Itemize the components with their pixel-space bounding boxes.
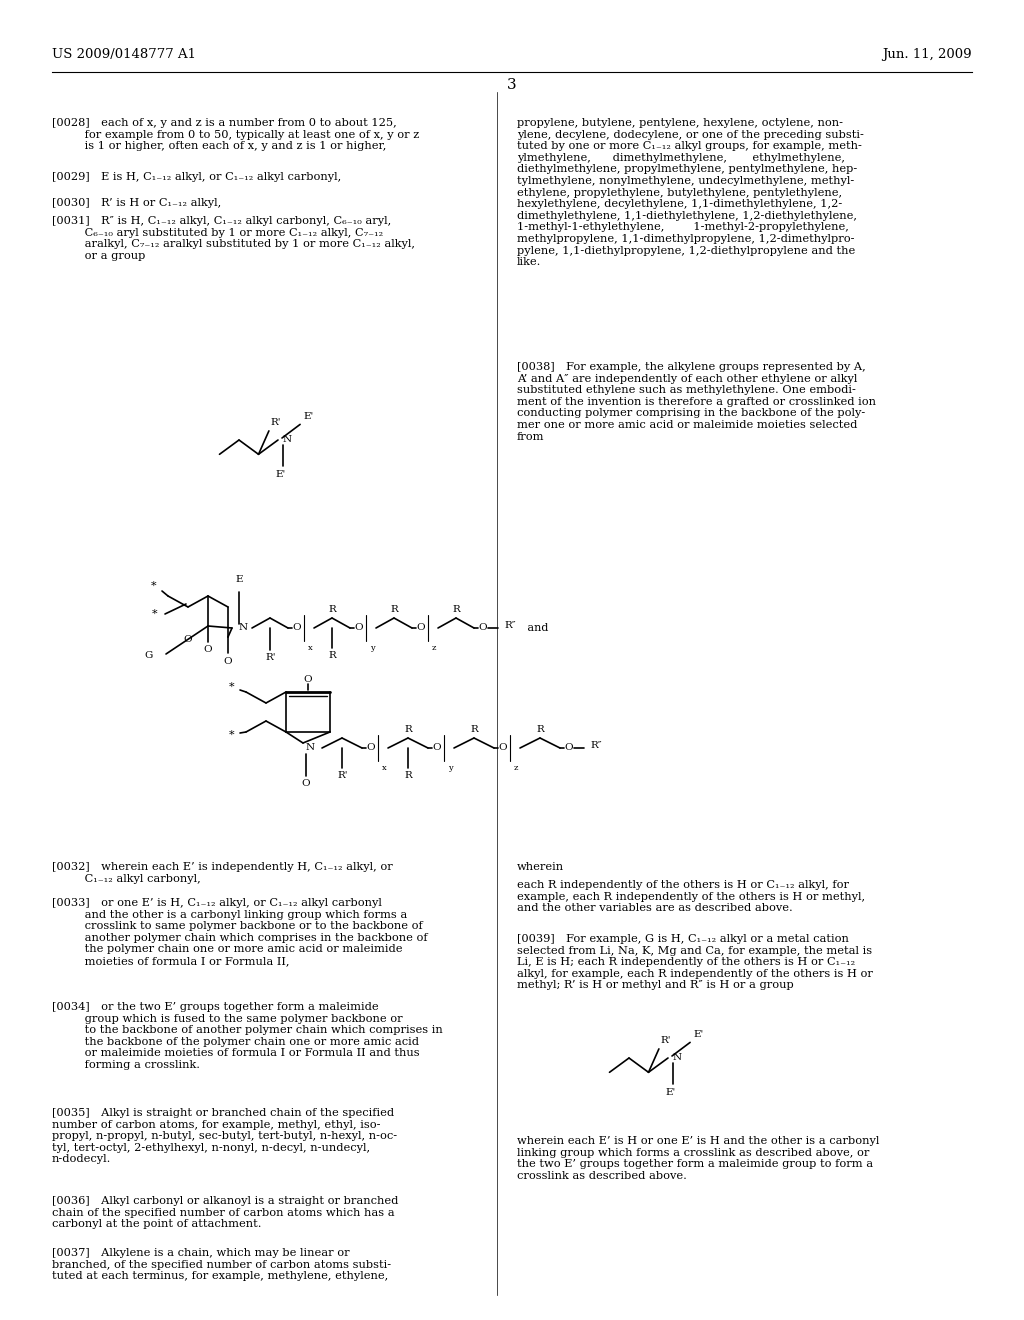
Text: O: O <box>204 645 212 655</box>
Text: G: G <box>144 652 153 660</box>
Text: each R independently of the others is H or C₁₋₁₂ alkyl, for
example, each R inde: each R independently of the others is H … <box>517 880 865 913</box>
Text: *: * <box>229 730 234 741</box>
Text: O: O <box>304 676 312 685</box>
Text: O: O <box>499 743 507 752</box>
Text: O: O <box>293 623 301 632</box>
Text: N: N <box>283 436 292 445</box>
Text: R: R <box>470 725 478 734</box>
Text: E': E' <box>693 1031 703 1039</box>
Text: O: O <box>183 635 193 644</box>
Text: E': E' <box>666 1088 676 1097</box>
Text: E': E' <box>275 470 286 479</box>
Text: [0032] wherein each E’ is independently H, C₁₋₁₂ alkyl, or
         C₁₋₁₂ alkyl : [0032] wherein each E’ is independently … <box>52 862 393 883</box>
Text: [0028] each of x, y and z is a number from 0 to about 125,
         for example : [0028] each of x, y and z is a number fr… <box>52 117 419 152</box>
Text: 3: 3 <box>507 78 517 92</box>
Text: [0037] Alkylene is a chain, which may be linear or
branched, of the specified nu: [0037] Alkylene is a chain, which may be… <box>52 1247 391 1282</box>
Text: y: y <box>370 644 375 652</box>
Text: O: O <box>433 743 441 752</box>
Text: wherein: wherein <box>517 862 564 873</box>
Text: *: * <box>153 609 158 619</box>
Text: R: R <box>537 725 544 734</box>
Text: N: N <box>306 742 315 751</box>
Text: z: z <box>514 764 518 772</box>
Text: [0034] or the two E’ groups together form a maleimide
         group which is fu: [0034] or the two E’ groups together for… <box>52 1002 442 1071</box>
Text: *: * <box>229 682 234 692</box>
Text: R: R <box>404 771 412 780</box>
Text: R': R' <box>266 653 276 663</box>
Text: R': R' <box>338 771 348 780</box>
Text: wherein each E’ is H or one E’ is H and the other is a carbonyl
linking group wh: wherein each E’ is H or one E’ is H and … <box>517 1137 880 1181</box>
Text: O: O <box>302 780 310 788</box>
Text: O: O <box>354 623 364 632</box>
Text: propylene, butylene, pentylene, hexylene, octylene, non-
ylene, decylene, dodecy: propylene, butylene, pentylene, hexylene… <box>517 117 864 267</box>
Text: R: R <box>328 605 336 614</box>
Text: O: O <box>417 623 425 632</box>
Text: R: R <box>404 725 412 734</box>
Text: R': R' <box>271 418 282 426</box>
Text: [0030] R’ is H or C₁₋₁₂ alkyl,: [0030] R’ is H or C₁₋₁₂ alkyl, <box>52 198 221 209</box>
Text: [0038] For example, the alkylene groups represented by A,
A’ and A″ are independ: [0038] For example, the alkylene groups … <box>517 362 876 442</box>
Text: R″: R″ <box>504 622 516 631</box>
Text: O: O <box>367 743 376 752</box>
Text: R: R <box>453 605 460 614</box>
Text: *: * <box>152 581 157 591</box>
Text: O: O <box>478 623 487 632</box>
Text: US 2009/0148777 A1: US 2009/0148777 A1 <box>52 48 196 61</box>
Text: N: N <box>673 1053 682 1063</box>
Text: R: R <box>328 652 336 660</box>
Text: z: z <box>432 644 436 652</box>
Text: N: N <box>239 623 248 632</box>
Text: x: x <box>382 764 387 772</box>
Text: Jun. 11, 2009: Jun. 11, 2009 <box>883 48 972 61</box>
Text: [0031] R″ is H, C₁₋₁₂ alkyl, C₁₋₁₂ alkyl carbonyl, C₆₋₁₀ aryl,
         C₆₋₁₀ ar: [0031] R″ is H, C₁₋₁₂ alkyl, C₁₋₁₂ alkyl… <box>52 216 415 261</box>
Text: [0035] Alkyl is straight or branched chain of the specified
number of carbon ato: [0035] Alkyl is straight or branched cha… <box>52 1107 397 1164</box>
Text: O: O <box>564 743 573 752</box>
Text: and: and <box>524 623 549 634</box>
Text: R': R' <box>660 1036 672 1045</box>
Text: x: x <box>308 644 312 652</box>
Text: [0029] E is H, C₁₋₁₂ alkyl, or C₁₋₁₂ alkyl carbonyl,: [0029] E is H, C₁₋₁₂ alkyl, or C₁₋₁₂ alk… <box>52 172 341 182</box>
Text: O: O <box>223 656 232 665</box>
Text: R″: R″ <box>590 742 602 751</box>
Text: E: E <box>236 576 243 585</box>
Text: E': E' <box>303 412 313 421</box>
Text: [0036] Alkyl carbonyl or alkanoyl is a straight or branched
chain of the specifi: [0036] Alkyl carbonyl or alkanoyl is a s… <box>52 1196 398 1229</box>
Text: R: R <box>390 605 398 614</box>
Text: [0039] For example, G is H, C₁₋₁₂ alkyl or a metal cation
selected from Li, Na, : [0039] For example, G is H, C₁₋₁₂ alkyl … <box>517 935 872 990</box>
Text: y: y <box>449 764 453 772</box>
Text: [0033] or one E’ is H, C₁₋₁₂ alkyl, or C₁₋₁₂ alkyl carbonyl
         and the oth: [0033] or one E’ is H, C₁₋₁₂ alkyl, or C… <box>52 898 428 966</box>
